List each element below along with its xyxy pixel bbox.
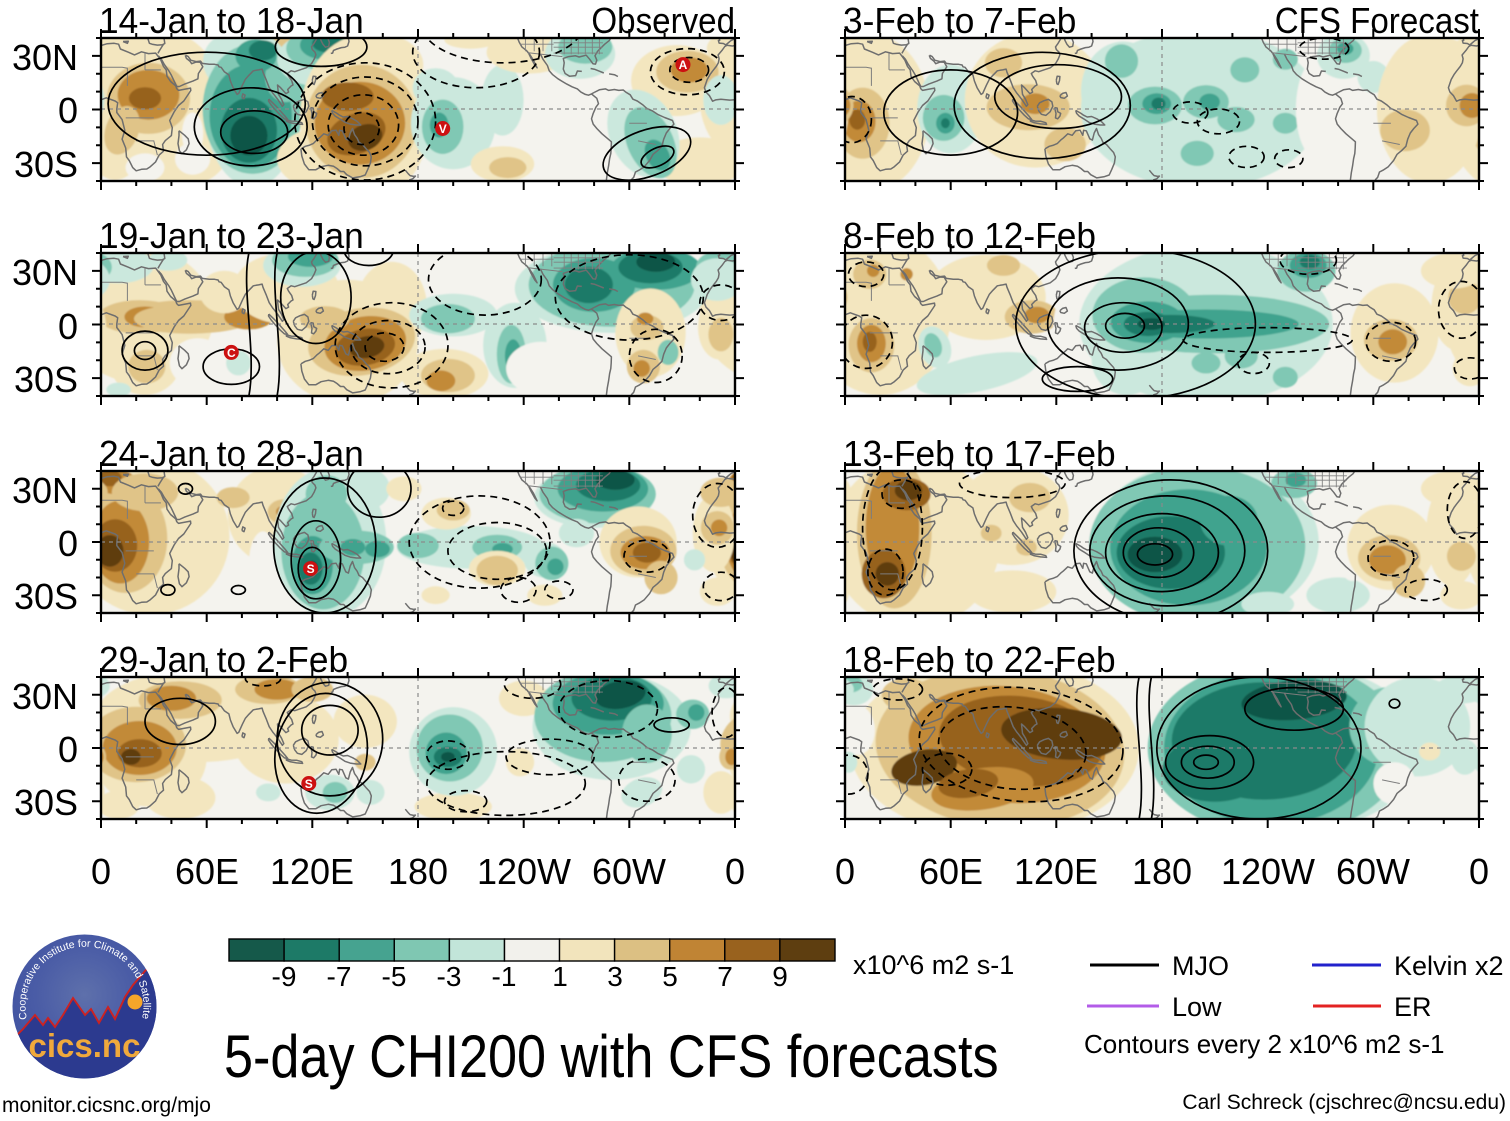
svg-text:A: A (679, 58, 688, 72)
svg-text:C: C (227, 346, 236, 360)
svg-text:V: V (439, 122, 447, 136)
svg-text:cics.nc: cics.nc (29, 1027, 141, 1064)
svg-text:S: S (305, 777, 313, 791)
svg-text:S: S (307, 562, 315, 576)
